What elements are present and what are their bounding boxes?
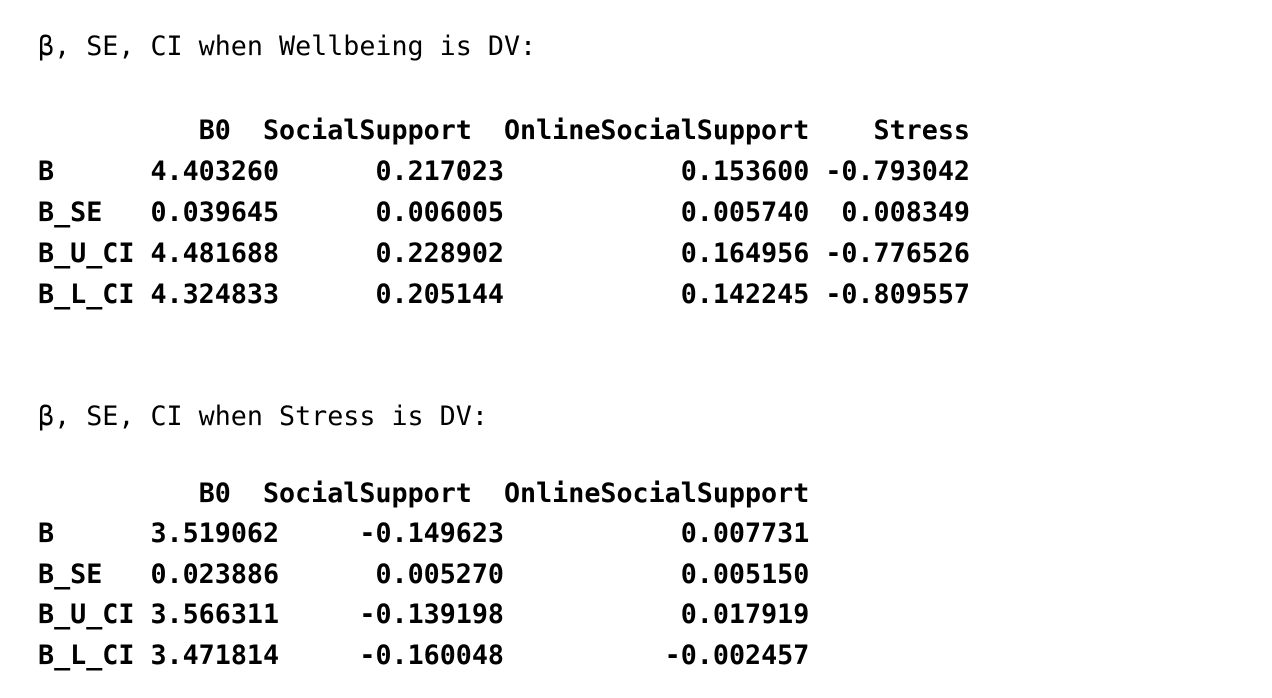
table-cell: -0.776526 — [825, 238, 970, 269]
output-heading-wellbeing: β, SE, CI when Wellbeing is DV: — [38, 31, 537, 62]
table-header-row: B0 SocialSupport OnlineSocialSupport Str… — [38, 111, 970, 151]
table-row: B 3.519062 -0.149623 0.007731 — [38, 514, 809, 554]
row-label: B_L_CI — [38, 279, 135, 310]
table-cell: -0.139198 — [359, 599, 504, 630]
column-header: OnlineSocialSupport — [503, 115, 810, 146]
table-cell: 0.007731 — [680, 518, 810, 549]
table-cell: 4.324833 — [150, 279, 280, 310]
table-cell: 0.228902 — [375, 238, 504, 269]
row-label: B_U_CI — [38, 599, 135, 630]
table-cell: 4.481688 — [150, 238, 280, 269]
table-cell: 0.142245 — [680, 279, 810, 310]
table-cell: 0.017919 — [680, 599, 810, 630]
table-row: B_U_CI 4.481688 0.228902 0.164956 -0.776… — [38, 234, 970, 274]
row-label: B_U_CI — [38, 238, 135, 269]
row-label: B_SE — [38, 197, 103, 228]
table-row: B_SE 0.039645 0.006005 0.005740 0.008349 — [38, 193, 970, 233]
column-header: SocialSupport — [262, 478, 472, 509]
output-heading-stress: β, SE, CI when Stress is DV: — [38, 401, 488, 432]
column-header: B0 — [198, 115, 231, 146]
table-header-row: B0 SocialSupport OnlineSocialSupport — [38, 474, 810, 514]
table-cell: -0.149623 — [359, 518, 504, 549]
table-cell: -0.160048 — [359, 640, 504, 671]
column-header: B0 — [198, 478, 231, 509]
table-cell: -0.793042 — [825, 156, 970, 187]
table-row: B_L_CI 4.324833 0.205144 0.142245 -0.809… — [38, 275, 970, 315]
column-header: OnlineSocialSupport — [503, 478, 810, 509]
table-cell: 3.471814 — [150, 640, 280, 671]
table-cell: 0.039645 — [150, 197, 280, 228]
table-row: B_L_CI 3.471814 -0.160048 -0.002457 — [38, 636, 809, 676]
table-cell: 0.205144 — [375, 279, 504, 310]
table-row: B 4.403260 0.217023 0.153600 -0.793042 — [38, 152, 970, 192]
index-header-spacer — [38, 478, 199, 509]
table-cell: 0.005740 — [680, 197, 810, 228]
table-cell: 3.519062 — [150, 518, 280, 549]
column-header: SocialSupport — [262, 115, 472, 146]
table-cell: 3.566311 — [150, 599, 280, 630]
table-cell: 0.153600 — [680, 156, 810, 187]
table-row: B_U_CI 3.566311 -0.139198 0.017919 — [38, 595, 809, 635]
table-cell: 0.217023 — [375, 156, 504, 187]
table-cell: 0.005270 — [375, 559, 504, 590]
row-label: B_SE — [38, 559, 103, 590]
table-cell: 0.005150 — [680, 559, 810, 590]
row-label: B — [38, 156, 55, 187]
table-row: B_SE 0.023886 0.005270 0.005150 — [38, 555, 809, 595]
index-header-spacer — [38, 115, 199, 146]
table-cell: 0.164956 — [680, 238, 810, 269]
table-cell: 0.006005 — [375, 197, 504, 228]
table-cell: -0.809557 — [825, 279, 970, 310]
row-label: B — [38, 518, 55, 549]
row-label: B_L_CI — [38, 640, 135, 671]
table-cell: -0.002457 — [664, 640, 810, 671]
table-cell: 0.008349 — [841, 197, 970, 228]
table-cell: 4.403260 — [150, 156, 280, 187]
table-cell: 0.023886 — [150, 559, 280, 590]
column-header: Stress — [873, 115, 970, 146]
